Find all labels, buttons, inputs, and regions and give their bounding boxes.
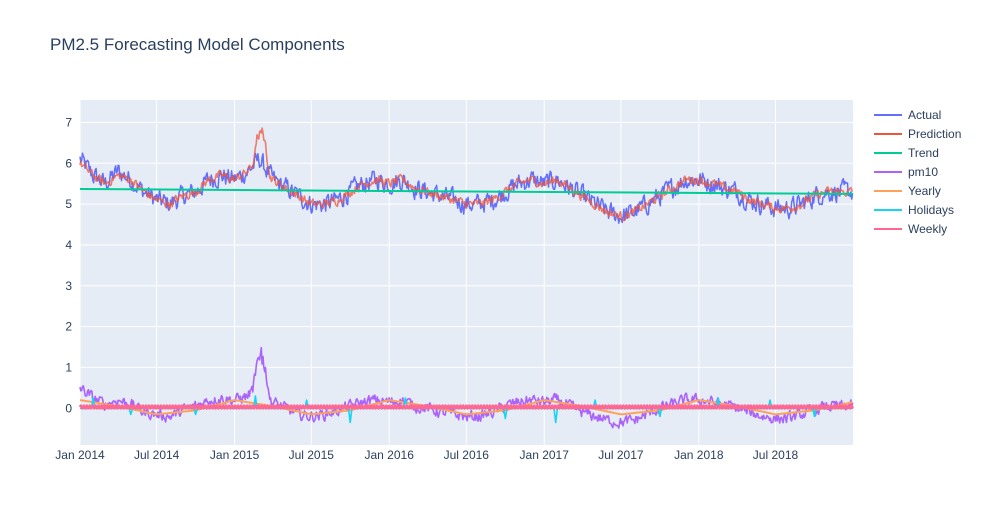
x-tick-label: Jul 2016 <box>444 448 490 462</box>
y-tick-label: 4 <box>65 238 72 252</box>
x-tick-label: Jan 2014 <box>55 448 105 462</box>
legend-item-prediction[interactable]: Prediction <box>874 127 961 141</box>
legend-label: pm10 <box>908 165 938 179</box>
legend-label: Yearly <box>908 184 941 198</box>
x-tick-label: Jan 2016 <box>365 448 415 462</box>
series-layer <box>78 127 855 429</box>
y-tick-label: 1 <box>65 360 72 374</box>
y-tick-label: 6 <box>65 156 72 170</box>
y-tick-label: 5 <box>65 197 72 211</box>
legend-item-trend[interactable]: Trend <box>874 146 939 160</box>
x-tick-label: Jul 2017 <box>598 448 644 462</box>
gridlines <box>79 100 853 445</box>
legend-label: Weekly <box>908 222 947 236</box>
legend-label: Trend <box>908 146 939 160</box>
x-axis-tick-labels: Jan 2014 Jul 2014 Jan 2015 Jul 2015 Jan 2016… <box>55 448 798 462</box>
series-line-weekly <box>78 404 855 410</box>
y-tick-label: 2 <box>65 320 72 334</box>
legend-label: Actual <box>908 108 941 122</box>
y-tick-label: 3 <box>65 279 72 293</box>
legend-item-holidays[interactable]: Holidays <box>874 203 954 217</box>
chart-title: PM2.5 Forecasting Model Components <box>50 35 345 54</box>
x-tick-label: Jul 2014 <box>134 448 180 462</box>
legend-item-pm10[interactable]: pm10 <box>874 165 938 179</box>
y-tick-label: 0 <box>65 401 72 415</box>
y-tick-label: 7 <box>65 115 72 129</box>
y-axis-tick-labels: 0 1 2 3 4 5 6 7 <box>65 115 72 415</box>
x-tick-label: Jan 2015 <box>210 448 260 462</box>
legend-label: Holidays <box>908 203 954 217</box>
legend-item-actual[interactable]: Actual <box>874 108 941 122</box>
series-line-trend <box>79 188 854 195</box>
x-tick-label: Jan 2017 <box>520 448 570 462</box>
legend-item-yearly[interactable]: Yearly <box>874 184 941 198</box>
legend-label: Prediction <box>908 127 961 141</box>
x-tick-label: Jan 2018 <box>674 448 724 462</box>
x-tick-label: Jul 2018 <box>753 448 799 462</box>
legend[interactable]: Actual Prediction Trend pm10 Yearly Holidays W… <box>874 108 961 236</box>
series-line-prediction <box>79 127 854 222</box>
x-tick-label: Jul 2015 <box>289 448 335 462</box>
legend-item-weekly[interactable]: Weekly <box>874 222 947 236</box>
